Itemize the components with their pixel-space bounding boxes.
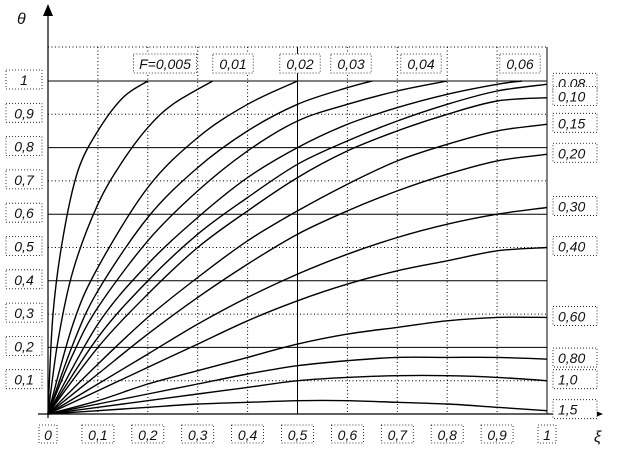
y-tick-box <box>5 69 43 90</box>
y-tick-label: 0,5 <box>14 239 34 255</box>
y-tick-box <box>5 136 43 157</box>
y-tick-box <box>5 302 43 323</box>
series-label: 0,60 <box>558 308 585 324</box>
x-tick-box <box>537 424 557 444</box>
series-line <box>47 83 548 415</box>
series-label: 0,15 <box>558 115 585 131</box>
series-label-box <box>212 53 254 74</box>
y-tick-label: 0,4 <box>14 272 34 288</box>
x-tick-box <box>330 424 364 444</box>
ticks: 0 0,1 0,2 0,3 0,4 0,5 0,6 0,7 0,8 0,9 1 0,1 0,2 0,3 0,… <box>5 69 557 444</box>
series-label: 0,02 <box>286 56 313 72</box>
series-label: 0,03 <box>337 56 364 72</box>
y-tick-label: 0,2 <box>14 338 34 354</box>
y-tick-label: 0,3 <box>14 305 34 321</box>
series-label-box <box>552 369 598 390</box>
series-label-box <box>552 86 598 107</box>
y-tick-box <box>5 335 43 356</box>
y-tick-box <box>5 169 43 190</box>
series-line <box>47 80 298 415</box>
x-tick-box <box>281 424 314 444</box>
y-tick-label: 0,9 <box>14 105 34 121</box>
x-tick-box <box>430 424 464 444</box>
series-line <box>47 374 548 415</box>
series-label-box <box>132 53 197 74</box>
series-line <box>47 316 548 415</box>
x-tick-label: 0,9 <box>487 427 507 443</box>
series-line <box>47 80 214 415</box>
x-tick-label: 0,7 <box>388 427 409 443</box>
x-tick-label: 1 <box>543 427 551 443</box>
x-tick-box <box>181 424 215 444</box>
y-axis-arrow <box>43 4 53 16</box>
y-axis-label: θ <box>17 11 26 28</box>
series-label-box <box>552 236 598 256</box>
series-line <box>47 80 448 415</box>
series-label: 0,04 <box>407 56 434 72</box>
series-line <box>47 153 548 415</box>
series-line <box>47 123 548 415</box>
x-tick-box <box>380 424 414 444</box>
series-label: 0,06 <box>506 56 533 72</box>
series-label: 0,10 <box>558 89 585 105</box>
series-line <box>47 80 149 415</box>
series-line <box>47 97 548 415</box>
x-tick-label: 0,3 <box>188 427 208 443</box>
series-label: 0,01 <box>219 56 246 72</box>
x-tick-label: 0,8 <box>437 427 457 443</box>
y-tick-label: 1 <box>20 72 28 88</box>
series-label-box <box>552 399 598 420</box>
series-label: 1,0 <box>558 372 578 388</box>
series-label: 0,30 <box>558 199 585 215</box>
curves <box>47 80 548 415</box>
x-tick-label: 0,1 <box>88 427 107 443</box>
x-tick-label: 0,6 <box>338 427 358 443</box>
series-labels: F=0,005 0,01 0,02 0,03 0,04 0,060,080,100,150… <box>132 53 598 420</box>
y-tick-label: 0,7 <box>14 172 35 188</box>
series-label: 1,5 <box>558 402 578 418</box>
y-tick-label: 0,1 <box>14 372 33 388</box>
x-tick-box <box>131 424 165 444</box>
y-tick-box <box>5 236 43 256</box>
x-tick-box <box>38 424 58 444</box>
y-tick-box <box>5 369 43 390</box>
x-tick-label: 0,2 <box>138 427 158 443</box>
y-tick-label: 0,8 <box>14 139 34 155</box>
series-line <box>47 206 548 415</box>
series-line <box>47 246 548 415</box>
series-label-box <box>552 196 598 216</box>
series-line <box>47 356 548 415</box>
series-label-box <box>552 306 598 326</box>
grid <box>48 46 548 414</box>
series-label-box <box>330 53 372 74</box>
x-tick-label: 0 <box>44 427 52 443</box>
series-label: 0,40 <box>558 239 585 255</box>
series-line <box>47 80 373 415</box>
series-line <box>47 80 523 415</box>
x-tick-label: 0,4 <box>238 427 258 443</box>
y-tick-label: 0,6 <box>14 205 34 221</box>
y-tick-box <box>5 102 43 123</box>
series-label: 0,80 <box>558 350 585 366</box>
x-axis-label: ξ <box>594 429 602 446</box>
x-tick-box <box>480 424 514 444</box>
series-label-box <box>279 53 321 74</box>
x-tick-box <box>81 424 115 444</box>
x-tick-label: 0,5 <box>288 427 308 443</box>
series-label-box <box>499 53 541 74</box>
series-line <box>47 399 548 415</box>
series-label-box <box>552 112 598 133</box>
series-label: 0,20 <box>558 145 585 161</box>
x-tick-box <box>231 424 265 444</box>
series-label-box <box>400 53 442 74</box>
series-label: F=0,005 <box>139 56 191 72</box>
y-tick-box <box>5 269 43 290</box>
series-label-box <box>552 142 598 163</box>
series-label-box <box>552 347 598 368</box>
y-tick-box <box>5 202 43 223</box>
